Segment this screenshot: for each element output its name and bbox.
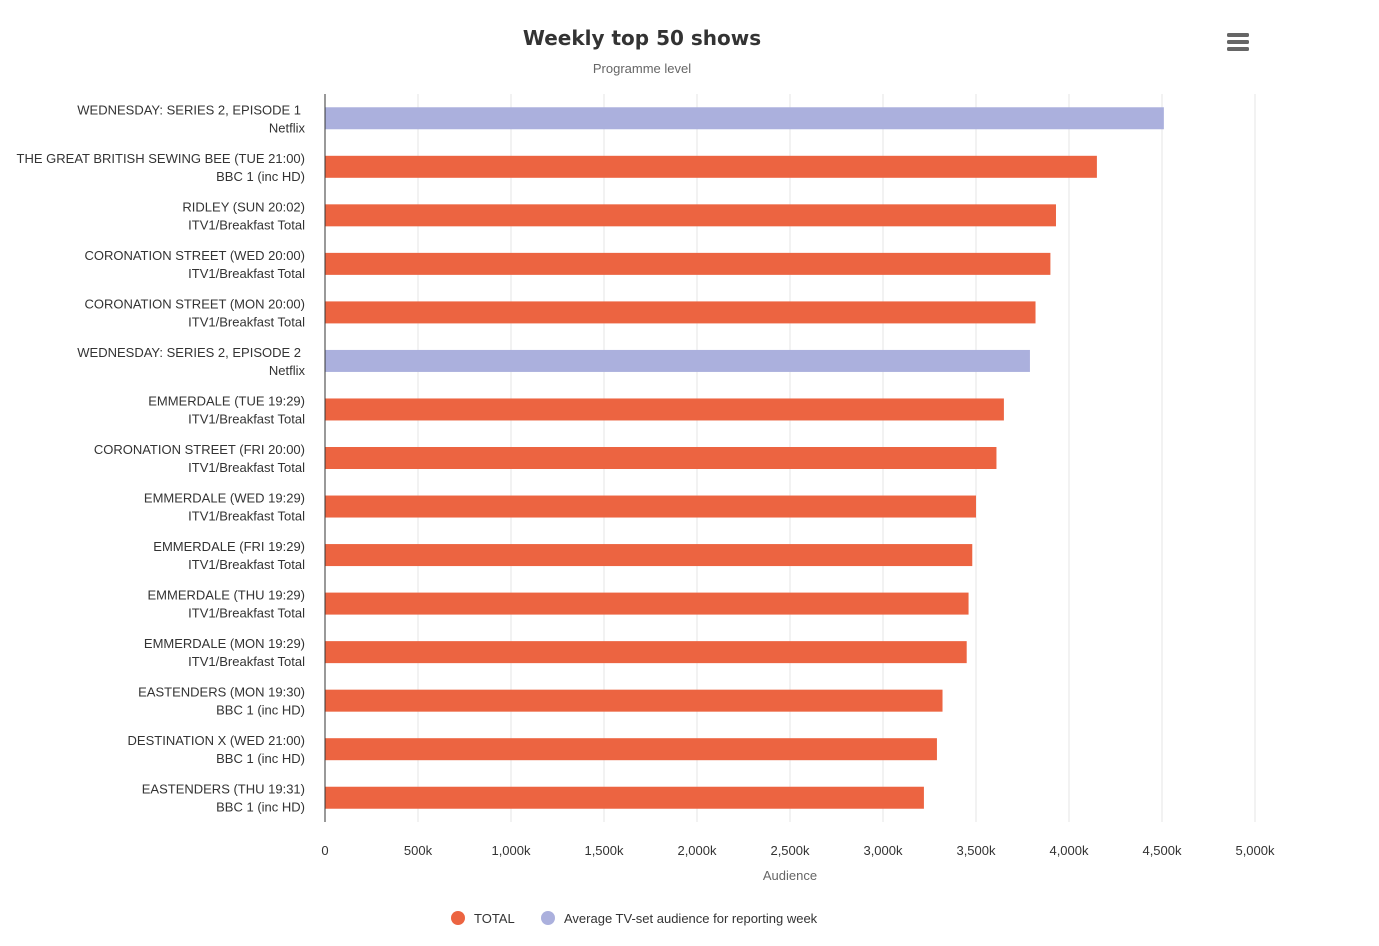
category-label-title: CORONATION STREET (MON 20:00) [84,296,305,311]
category-label-channel: ITV1/Breakfast Total [188,314,305,329]
chart-title: Weekly top 50 shows [523,26,761,50]
category-label-channel: ITV1/Breakfast Total [188,557,305,572]
category-label-title: EMMERDALE (FRI 19:29) [153,539,305,554]
x-tick-label: 4,500k [1142,843,1182,858]
legend-marker-average-tv-set [541,911,555,925]
category-label-channel: ITV1/Breakfast Total [188,654,305,669]
x-tick-label: 2,000k [677,843,717,858]
category-label-title: EASTENDERS (MON 19:30) [138,685,305,700]
x-axis-title: Audience [763,868,817,883]
category-label-channel: BBC 1 (inc HD) [216,703,305,718]
bar[interactable] [325,641,967,664]
bar[interactable] [325,447,997,469]
category-label-channel: Netflix [269,363,306,378]
category-labels: WEDNESDAY: SERIES 2, EPISODE 1 Netflix THE… [17,102,306,814]
x-tick-label: 0 [321,843,328,858]
bar[interactable] [325,738,937,761]
category-label-title: CORONATION STREET (FRI 20:00) [94,442,305,457]
bar[interactable] [325,252,1051,275]
bar[interactable] [325,301,1036,324]
category-label-channel: BBC 1 (inc HD) [216,169,305,184]
legend: TOTAL Average TV-set audience for report… [451,911,818,926]
category-label-title: EASTENDERS (THU 19:31) [142,782,305,797]
legend-marker-total [451,911,465,925]
category-label-channel: BBC 1 (inc HD) [216,751,305,766]
x-axis-tick-labels: 0 500k 1,000k 1,500k 2,000k 2,500k 3,000k 3,500… [321,843,1275,858]
bar[interactable] [325,495,976,518]
category-label-title: EMMERDALE (THU 19:29) [148,588,305,603]
category-label-title: RIDLEY (SUN 20:02) [182,199,305,214]
legend-item-average-tv-set[interactable]: Average TV-set audience for reporting we… [541,911,818,926]
bar[interactable] [325,592,969,615]
category-label-title: EMMERDALE (TUE 19:29) [148,393,305,408]
x-tick-label: 3,500k [956,843,996,858]
x-tick-label: 1,500k [584,843,624,858]
bar[interactable] [325,398,1004,421]
category-label-title: EMMERDALE (WED 19:29) [144,491,305,506]
category-label-title: EMMERDALE (MON 19:29) [144,636,305,651]
category-label-title: DESTINATION X (WED 21:00) [128,733,305,748]
bar[interactable] [325,107,1164,130]
bar[interactable] [325,349,1030,372]
category-label-channel: ITV1/Breakfast Total [188,411,305,426]
x-tick-label: 2,500k [770,843,810,858]
bar[interactable] [325,786,924,809]
category-label-channel: ITV1/Breakfast Total [188,217,305,232]
bar[interactable] [325,689,943,712]
category-label-channel: Netflix [269,120,306,135]
category-label-title: WEDNESDAY: SERIES 2, EPISODE 2 [77,345,301,360]
bar[interactable] [325,155,1097,178]
chart-subtitle: Programme level [593,61,691,76]
category-label-title: WEDNESDAY: SERIES 2, EPISODE 1 [77,102,301,117]
legend-label-total: TOTAL [474,911,515,926]
category-label-channel: ITV1/Breakfast Total [188,509,305,524]
legend-item-total[interactable]: TOTAL [451,911,515,926]
category-label-title: CORONATION STREET (WED 20:00) [84,248,305,263]
category-label-title: THE GREAT BRITISH SEWING BEE (TUE 21:00) [17,151,305,166]
x-tick-label: 1,000k [491,843,531,858]
bars [325,107,1164,809]
x-tick-label: 4,000k [1049,843,1089,858]
x-tick-label: 500k [404,843,433,858]
x-tick-label: 3,000k [863,843,903,858]
bar[interactable] [325,204,1056,227]
category-label-channel: BBC 1 (inc HD) [216,800,305,815]
hamburger-menu-icon[interactable] [1227,33,1249,51]
category-label-channel: ITV1/Breakfast Total [188,606,305,621]
bar[interactable] [325,544,973,567]
category-label-channel: ITV1/Breakfast Total [188,266,305,281]
chart-menu-button[interactable] [1220,26,1256,56]
x-tick-label: 5,000k [1235,843,1275,858]
category-label-channel: ITV1/Breakfast Total [188,460,305,475]
legend-label-average-tv-set: Average TV-set audience for reporting we… [564,911,818,926]
